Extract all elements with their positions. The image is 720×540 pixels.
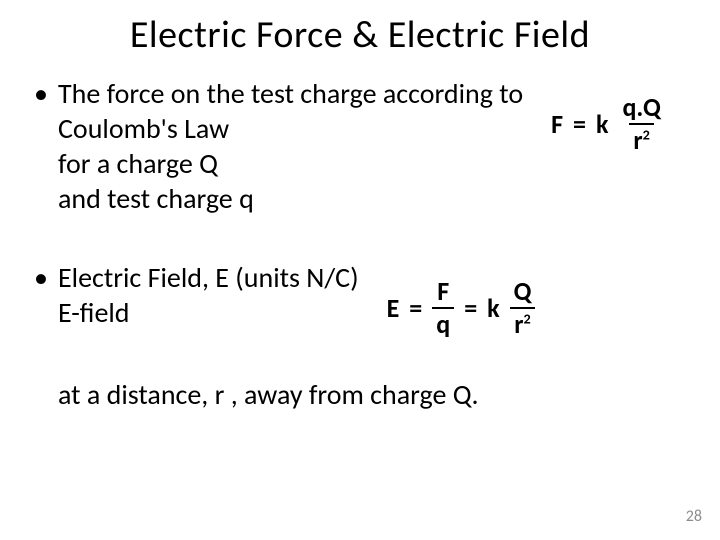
closing-line: at a distance, r , away from charge Q. — [58, 377, 692, 412]
eq1-den-base: r — [633, 124, 642, 156]
bullet-1-text: The force on the test charge according t… — [58, 76, 523, 216]
bullet-2-text: Electric Field, E (units N/C) E-field — [58, 260, 359, 330]
bullet-1-line-4: and test charge q — [58, 181, 523, 216]
eq2-k: k — [487, 292, 499, 325]
slide-title: Electric Force & Electric Field — [28, 12, 692, 58]
eq1-numerator: q.Q — [618, 94, 664, 123]
eq2-equals-2: = — [464, 292, 477, 325]
bullet-1-line-2: Coulomb's Law — [58, 111, 523, 146]
eq2-numerator: Q — [510, 278, 536, 307]
eq2-den-exp: 2 — [524, 310, 531, 328]
eq2-fraction-1: F q — [432, 278, 454, 339]
bullet-1-line-3: for a charge Q — [58, 146, 523, 181]
eq2-mid-den: q — [432, 307, 454, 338]
eq2-den-base: r — [514, 308, 523, 340]
equation-field: E = F q = k Q r2 — [387, 278, 536, 339]
eq2-equals-1: = — [409, 292, 422, 325]
eq2-denominator: r2 — [510, 307, 535, 338]
page-number: 28 — [686, 507, 702, 526]
eq1-den-exp: 2 — [643, 126, 650, 144]
eq1-equals: = — [573, 108, 586, 141]
eq2-fraction-2: Q r2 — [510, 278, 536, 339]
bullet-2: Electric Field, E (units N/C) E-field E … — [28, 260, 692, 339]
bullet-1: The force on the test charge according t… — [28, 76, 692, 216]
eq1-k: k — [596, 108, 608, 141]
eq1-lhs: F — [551, 108, 563, 141]
slide: Electric Force & Electric Field The forc… — [0, 0, 720, 540]
equation-force: F = k q.Q r2 — [551, 94, 665, 155]
eq1-denominator: r2 — [629, 123, 654, 154]
bullet-1-line-1: The force on the test charge according t… — [58, 76, 523, 111]
eq1-fraction: q.Q r2 — [618, 94, 664, 155]
bullet-2-line-2: E-field — [58, 295, 359, 330]
bullet-2-line-1: Electric Field, E (units N/C) — [58, 260, 359, 295]
eq2-mid-num: F — [433, 278, 453, 307]
bullet-list: The force on the test charge according t… — [28, 76, 692, 339]
eq2-lhs: E — [387, 292, 400, 325]
